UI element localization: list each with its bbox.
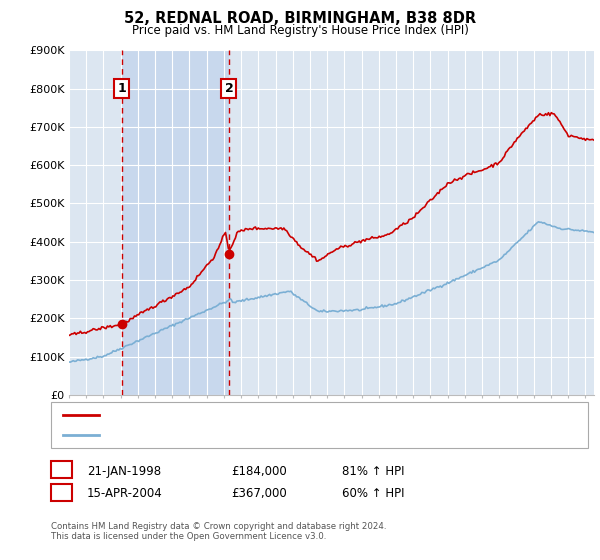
Text: £367,000: £367,000 — [231, 487, 287, 501]
Text: 52, REDNAL ROAD, BIRMINGHAM, B38 8DR: 52, REDNAL ROAD, BIRMINGHAM, B38 8DR — [124, 11, 476, 26]
Text: 2: 2 — [58, 487, 65, 501]
Text: Price paid vs. HM Land Registry's House Price Index (HPI): Price paid vs. HM Land Registry's House … — [131, 24, 469, 36]
Text: HPI: Average price, detached house, Birmingham: HPI: Average price, detached house, Birm… — [105, 430, 374, 440]
Text: Contains HM Land Registry data © Crown copyright and database right 2024.
This d: Contains HM Land Registry data © Crown c… — [51, 522, 386, 542]
Bar — [121, 50, 229, 395]
Text: £184,000: £184,000 — [231, 465, 287, 478]
Text: 1: 1 — [58, 465, 65, 478]
Text: 2: 2 — [224, 82, 233, 95]
Text: 15-APR-2004: 15-APR-2004 — [87, 487, 163, 501]
Text: 1: 1 — [117, 82, 126, 95]
Text: 81% ↑ HPI: 81% ↑ HPI — [342, 465, 404, 478]
Text: 52, REDNAL ROAD, BIRMINGHAM, B38 8DR (detached house): 52, REDNAL ROAD, BIRMINGHAM, B38 8DR (de… — [105, 410, 440, 420]
Text: 21-JAN-1998: 21-JAN-1998 — [87, 465, 161, 478]
Text: 60% ↑ HPI: 60% ↑ HPI — [342, 487, 404, 501]
